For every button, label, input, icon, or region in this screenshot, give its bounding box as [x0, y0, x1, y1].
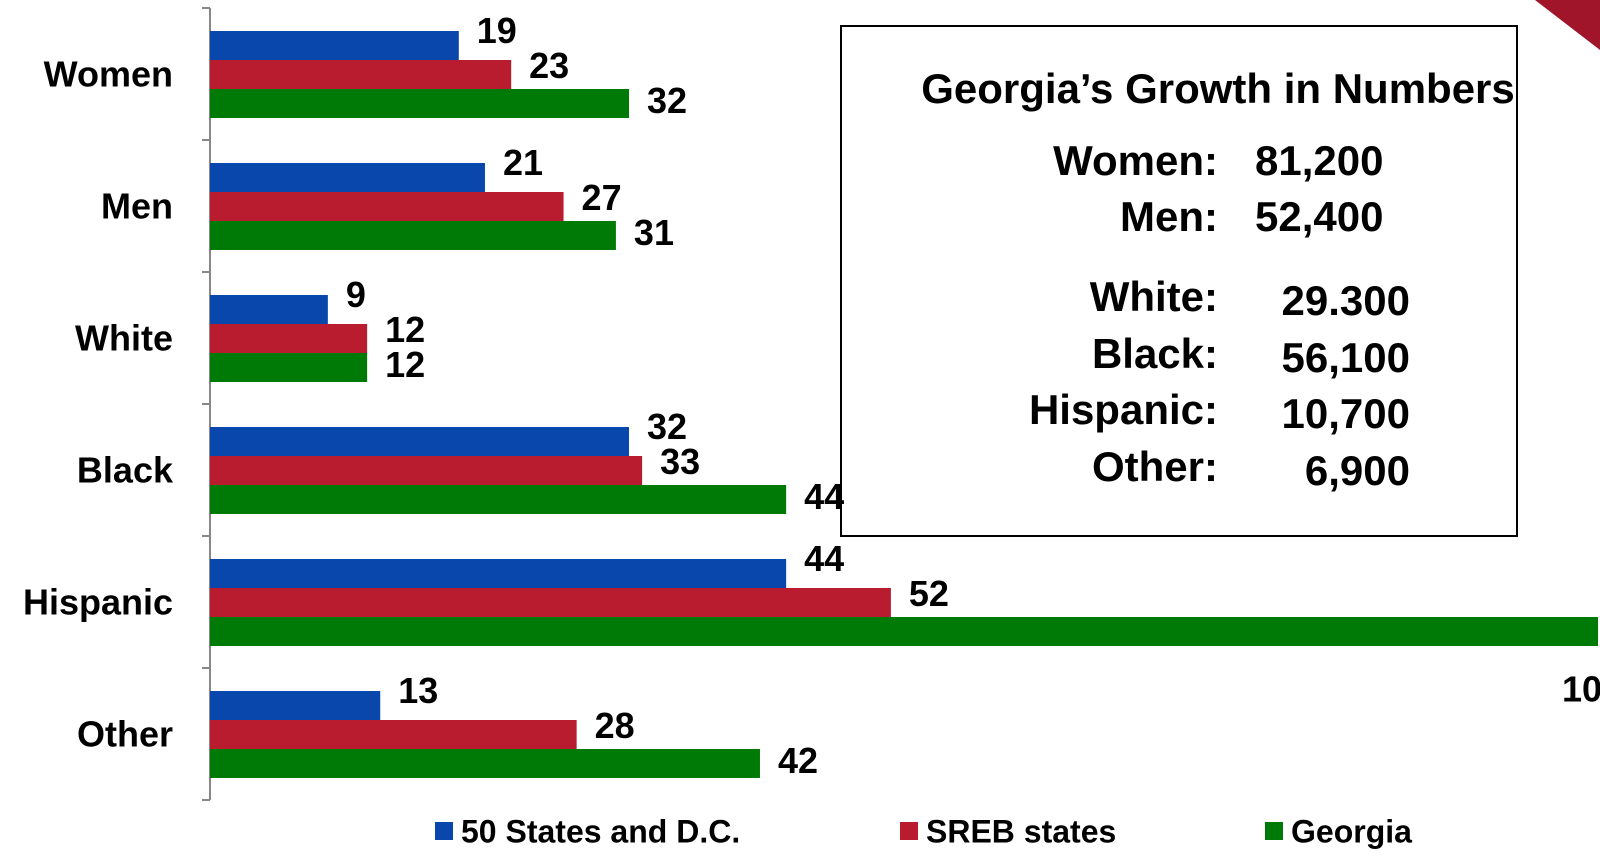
bar — [210, 427, 630, 456]
data-label: 32 — [647, 406, 687, 447]
bar — [210, 617, 1598, 646]
inset-value: 56,100 — [1282, 334, 1410, 381]
legend-swatch — [900, 822, 918, 840]
bar — [210, 691, 381, 720]
data-label: 23 — [529, 45, 569, 86]
legend-label: 50 States and D.C. — [461, 813, 740, 849]
bar — [210, 221, 616, 250]
inset-value: 81,200 — [1255, 137, 1383, 184]
data-label: 27 — [582, 177, 622, 218]
data-label: 21 — [503, 142, 543, 183]
data-label: 28 — [595, 705, 635, 746]
data-label: 9 — [346, 274, 366, 315]
data-label: 42 — [778, 740, 818, 781]
category-label: Other — [77, 714, 173, 755]
data-label: 44 — [804, 538, 844, 579]
bar — [210, 60, 512, 89]
inset-value: 6,900 — [1305, 447, 1410, 494]
data-label: 13 — [398, 670, 438, 711]
bar — [210, 588, 891, 617]
bar — [210, 163, 485, 192]
data-label: 12 — [385, 344, 425, 385]
data-label: 19 — [477, 10, 517, 51]
bar — [210, 89, 630, 118]
legend-label: SREB states — [926, 813, 1116, 849]
inset-title: Georgia’s Growth in Numbers — [921, 65, 1515, 112]
bar — [210, 720, 577, 749]
corner-decoration — [1535, 0, 1600, 50]
bar — [210, 456, 643, 485]
inset-label: Hispanic: — [1029, 386, 1218, 433]
inset-label: Men: — [1120, 193, 1218, 240]
inset-label: White: — [1090, 273, 1218, 320]
legend-swatch — [435, 822, 453, 840]
legend-label: Georgia — [1291, 813, 1412, 849]
data-label: 31 — [634, 212, 674, 253]
data-label: 12 — [385, 309, 425, 350]
inset-box — [840, 25, 1518, 537]
bar — [210, 353, 368, 382]
bar — [210, 324, 368, 353]
category-label: Hispanic — [23, 582, 173, 623]
bar — [210, 485, 787, 514]
inset-value: 29.300 — [1282, 277, 1410, 324]
bar — [210, 31, 459, 60]
data-label: 52 — [909, 573, 949, 614]
bar — [210, 192, 564, 221]
category-label: Black — [77, 450, 174, 491]
bar — [210, 295, 328, 324]
data-label: 33 — [660, 441, 700, 482]
legend-swatch — [1265, 822, 1283, 840]
inset-label: Women: — [1053, 137, 1218, 184]
inset-value: 10,700 — [1282, 390, 1410, 437]
data-label: 106 — [1562, 669, 1600, 710]
bar — [210, 749, 760, 778]
inset-value: 52,400 — [1255, 193, 1383, 240]
inset-label: Other: — [1092, 443, 1218, 490]
data-label: 32 — [647, 80, 687, 121]
data-label: 44 — [804, 476, 844, 517]
bar — [210, 559, 787, 588]
category-label: Women — [44, 54, 173, 95]
category-label: Men — [101, 186, 173, 227]
category-label: White — [75, 318, 173, 359]
inset-label: Black: — [1092, 330, 1218, 377]
